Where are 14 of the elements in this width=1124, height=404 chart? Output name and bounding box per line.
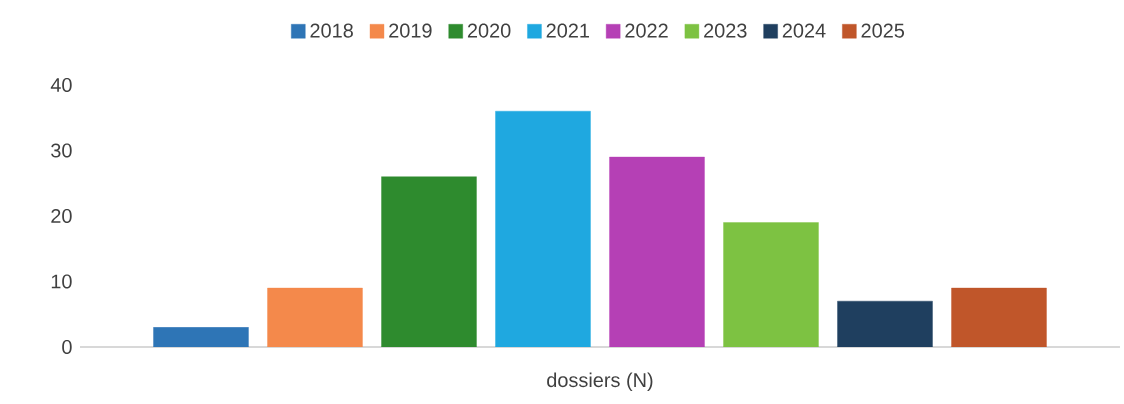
legend-label: 2018 xyxy=(310,23,353,38)
y-tick-label: 10 xyxy=(51,274,72,289)
y-tick-label: 0 xyxy=(62,339,72,355)
legend-label: 2021 xyxy=(546,23,589,38)
y-tick-label: 30 xyxy=(51,143,72,158)
y-tick-label: 20 xyxy=(51,208,72,224)
legend-label: 2022 xyxy=(625,23,668,38)
legend-label: 2023 xyxy=(704,23,747,38)
legend-label: 2019 xyxy=(389,23,432,38)
legend-label: 2020 xyxy=(467,23,511,38)
legend-label: 2025 xyxy=(861,23,905,38)
y-tick-label: 40 xyxy=(50,77,72,93)
legend-label: 2024 xyxy=(782,23,826,38)
x-tick-label: dossiers (N) xyxy=(547,372,653,392)
